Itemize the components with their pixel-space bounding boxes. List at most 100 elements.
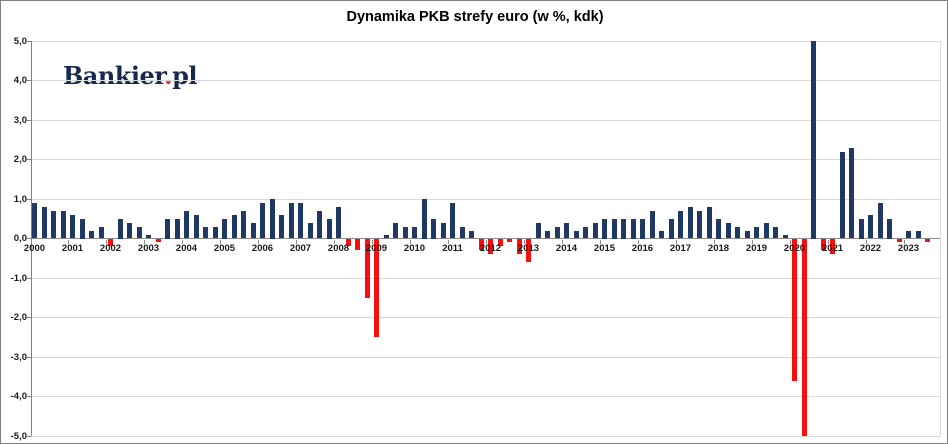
gridline-4,0 <box>31 80 940 81</box>
bar-2012Q4 <box>516 238 522 255</box>
bar-2013Q3 <box>545 230 550 239</box>
gridline--4,0 <box>31 396 940 397</box>
bar-2016Q3 <box>659 230 664 239</box>
bar-2017Q3 <box>697 210 702 239</box>
bar-2009Q1 <box>374 238 379 338</box>
x-axis-label-2007: 2007 <box>289 242 312 254</box>
bar-2015Q3 <box>621 218 626 239</box>
bar-2003Q3 <box>165 218 170 239</box>
x-axis-label-2003: 2003 <box>137 242 160 254</box>
bar-2012Q3 <box>507 238 512 243</box>
bar-2021Q1 <box>830 238 835 255</box>
x-axis-tick-1 <box>67 239 69 244</box>
y-axis-label-4,0: 4,0 <box>13 75 27 86</box>
bar-2022Q2 <box>877 202 883 239</box>
bar-2013Q4 <box>554 226 560 239</box>
bar-2021Q2 <box>839 151 845 239</box>
bar-2005Q2 <box>231 214 237 239</box>
bar-2015Q2 <box>611 218 617 239</box>
x-axis-tick-23 <box>903 239 905 244</box>
bar-2005Q3 <box>241 210 246 239</box>
bar-2009Q2 <box>383 234 389 239</box>
bar-2000Q2 <box>41 206 47 239</box>
x-axis-tick-13 <box>523 239 525 244</box>
y-axis-label-5,0: 5,0 <box>13 35 27 47</box>
bar-2002Q2 <box>117 218 123 239</box>
x-axis-tick-6 <box>257 239 259 244</box>
bar-2022Q3 <box>887 218 892 239</box>
bar-2006Q4 <box>288 202 294 239</box>
bar-2017Q2 <box>687 206 693 239</box>
x-axis-label-2012: 2012 <box>479 242 502 254</box>
bar-2000Q1 <box>32 202 37 239</box>
x-axis-tick-11 <box>447 239 449 244</box>
bar-2013Q2 <box>535 222 541 239</box>
x-axis-label-2018: 2018 <box>707 242 730 254</box>
x-axis-label-2020: 2020 <box>783 242 806 254</box>
bar-2001Q2 <box>79 218 85 239</box>
x-axis-label-2002: 2002 <box>99 242 122 254</box>
bar-2017Q1 <box>678 210 683 239</box>
bar-2001Q4 <box>98 226 104 239</box>
bar-2019Q1 <box>754 226 759 239</box>
bar-2011Q2 <box>459 226 465 239</box>
y-axis-tick-0,0 <box>27 238 31 239</box>
bar-2007Q3 <box>317 210 322 239</box>
x-axis-tick-21 <box>827 239 829 244</box>
bar-2012Q2 <box>497 238 503 247</box>
bar-2001Q3 <box>89 230 94 239</box>
bar-2002Q1 <box>108 238 113 247</box>
bar-2020Q2 <box>801 238 807 436</box>
bar-2020Q4 <box>820 238 826 251</box>
gridline--5,0 <box>31 435 940 437</box>
bar-2021Q3 <box>849 147 854 239</box>
gridline-0,0 <box>31 238 940 239</box>
x-axis-label-2010: 2010 <box>403 242 426 254</box>
bar-2017Q4 <box>706 206 712 239</box>
y-axis-label-2,0: 2,0 <box>13 154 27 165</box>
bar-2011Q1 <box>450 202 455 239</box>
y-axis-tick-2,0 <box>27 159 31 160</box>
bar-2000Q4 <box>60 210 66 239</box>
x-axis-label-2004: 2004 <box>175 242 198 254</box>
bar-2003Q1 <box>146 234 151 239</box>
bar-2014Q2 <box>573 230 579 239</box>
bankier-logo: Bankier.pl <box>63 61 198 90</box>
bar-2016Q2 <box>649 210 655 239</box>
y-axis-label--3,0: -3,0 <box>10 351 27 363</box>
x-axis-label-2009: 2009 <box>365 242 388 254</box>
bar-2010Q2 <box>421 199 427 239</box>
bar-2010Q3 <box>431 218 436 239</box>
bar-2012Q1 <box>488 238 493 255</box>
y-axis-label--4,0: -4,0 <box>10 391 27 402</box>
bar-2008Q1 <box>336 206 341 239</box>
y-axis-tick--4,0 <box>27 396 31 397</box>
bar-2019Q4 <box>782 234 788 239</box>
bar-2011Q4 <box>478 238 484 251</box>
bar-2018Q4 <box>744 230 750 239</box>
bar-2023Q1 <box>906 230 911 239</box>
bar-2022Q4 <box>896 238 902 243</box>
bar-2002Q4 <box>136 226 142 239</box>
bar-2003Q2 <box>155 238 161 243</box>
x-axis-label-2000: 2000 <box>23 242 46 254</box>
bar-2018Q1 <box>716 218 721 239</box>
bar-2021Q4 <box>858 218 864 239</box>
bar-2014Q1 <box>564 222 569 239</box>
bar-2008Q2 <box>345 238 351 247</box>
x-axis-tick-15 <box>599 239 601 244</box>
x-axis-label-2001: 2001 <box>61 242 84 254</box>
gridline--2,0 <box>31 317 940 318</box>
x-axis-label-2023: 2023 <box>897 242 920 254</box>
x-axis-tick-16 <box>637 239 639 244</box>
x-axis-label-2013: 2013 <box>517 242 540 254</box>
logo-text-main: Bankier <box>63 61 165 90</box>
y-axis-label-0,0: 0,0 <box>13 233 27 244</box>
bar-2002Q3 <box>127 222 132 239</box>
bar-2016Q4 <box>668 218 674 239</box>
y-axis-tick--5,0 <box>27 435 31 437</box>
bar-2014Q4 <box>592 222 598 239</box>
bar-2007Q2 <box>307 222 313 239</box>
y-axis-label-3,0: 3,0 <box>13 114 27 126</box>
